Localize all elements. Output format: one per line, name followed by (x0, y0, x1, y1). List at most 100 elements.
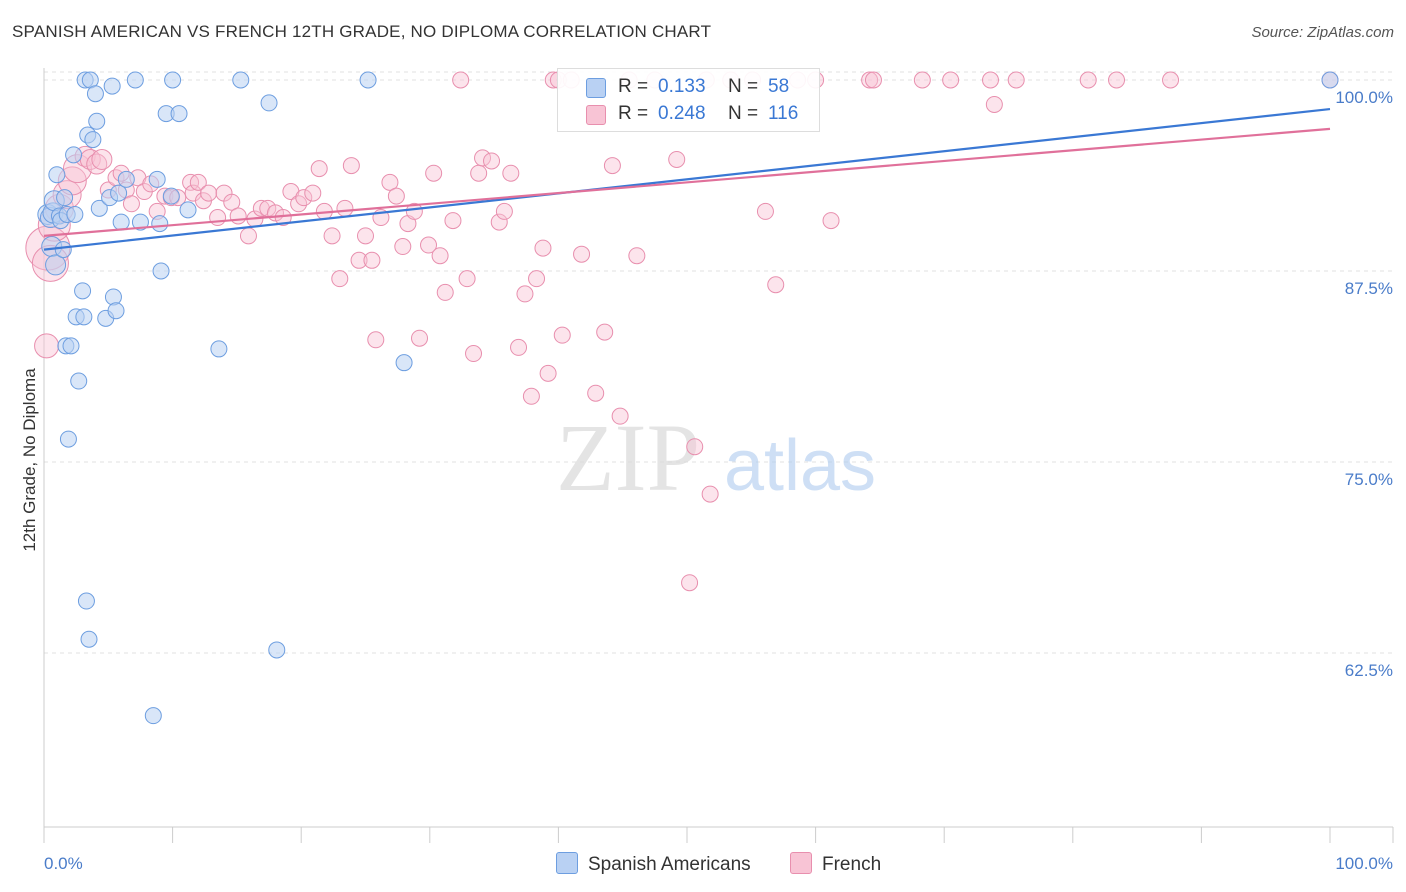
spanish-americans-point (104, 288, 122, 306)
spanish-americans-point (162, 187, 180, 205)
french-point (310, 160, 328, 178)
french-point (425, 164, 443, 182)
spanish-americans-point (48, 166, 66, 184)
french-point (981, 71, 999, 89)
spanish-americans-point (268, 641, 286, 659)
watermark-zip: ZIP (556, 404, 700, 511)
spanish-americans-point (74, 282, 92, 300)
french-point (587, 384, 605, 402)
spanish-americans-point (88, 112, 106, 130)
spanish-americans-point (131, 213, 149, 231)
legend-n-label: N = (728, 76, 759, 97)
french-point (420, 236, 438, 254)
legend-item-french[interactable]: French (790, 852, 881, 876)
french-point (942, 71, 960, 89)
spanish-americans-point (395, 354, 413, 372)
legend-item-spanish-americans[interactable]: Spanish Americans (556, 852, 751, 876)
spanish-americans-point (90, 199, 108, 217)
french-point (668, 150, 686, 168)
french-point (516, 285, 534, 303)
french-point (861, 71, 879, 89)
french-point (331, 270, 349, 288)
french-point (913, 71, 931, 89)
spanish-americans-point (179, 201, 197, 219)
french-point (522, 387, 540, 405)
french-point (295, 189, 313, 207)
spanish-americans-point (359, 71, 377, 89)
y-tick-label: 75.0% (1345, 470, 1393, 489)
french-point (223, 193, 241, 211)
french-point (122, 195, 140, 213)
french-point (323, 227, 341, 245)
legend-label: French (822, 854, 882, 875)
french-point (495, 202, 513, 220)
spanish-americans-point (75, 308, 93, 326)
spanish-americans-point (84, 131, 102, 149)
spanish-americans-point (112, 213, 130, 231)
spanish-americans-point (77, 592, 95, 610)
french-point (474, 149, 492, 167)
spanish-americans-point (62, 337, 80, 355)
french-point (229, 207, 247, 225)
french-point (394, 238, 412, 256)
spanish-americans-point (144, 707, 162, 725)
french-point (483, 152, 501, 170)
french-point (452, 71, 470, 89)
french-point (458, 270, 476, 288)
french-point (357, 227, 374, 245)
french-point (465, 345, 483, 363)
y-tick-label: 62.5% (1345, 661, 1393, 680)
axes: 100.0% 87.5% 75.0% 62.5% 0.0% 100.0% (43, 68, 1394, 873)
legend-swatch-pink (586, 105, 606, 125)
grid-lines (44, 71, 1393, 654)
spanish-americans-point (152, 262, 170, 280)
legend-swatch-pink (790, 852, 812, 874)
french-point (510, 338, 528, 356)
trend-lines (43, 107, 1331, 251)
french-point (767, 276, 785, 294)
french-point (470, 164, 488, 182)
legend-swatch-blue (586, 78, 606, 98)
legend-r-value: 0.133 (658, 76, 706, 97)
french-point (189, 173, 207, 191)
french-point (539, 364, 557, 382)
french-point (701, 485, 719, 503)
french-point (239, 227, 257, 245)
french-point (304, 184, 322, 202)
legend-r-value: 0.248 (658, 103, 706, 124)
spanish-americans-point (65, 146, 83, 164)
legend-r-label: R = (618, 76, 649, 97)
french-point (822, 212, 840, 230)
spanish-americans-point (126, 71, 144, 89)
spanish-americans-point (151, 215, 169, 233)
french-point (502, 164, 520, 182)
french-point (1162, 71, 1180, 89)
legend-row-french: R = 0.248 N = 116 (558, 100, 819, 128)
french-point (985, 95, 1003, 113)
french-point (756, 202, 774, 220)
y-axis-label: 12th Grade, No Diploma (20, 368, 39, 552)
french-point (342, 157, 360, 175)
french-point (336, 199, 354, 217)
french-point (387, 187, 405, 205)
french-point (681, 574, 699, 592)
chart-source: Source: ZipAtlas.com (1251, 24, 1394, 41)
spanish-americans-point (1321, 71, 1339, 89)
french-point (1079, 71, 1097, 89)
legend-n-value: 116 (768, 103, 799, 124)
spanish-americans-point (80, 630, 98, 648)
french-point (209, 209, 227, 227)
x-tick-label: 0.0% (44, 854, 83, 873)
legend-n-label: N = (728, 103, 759, 124)
spanish-americans-point (210, 340, 228, 358)
spanish-americans-point (45, 254, 67, 276)
legend-swatch-blue (556, 852, 578, 874)
french-point (34, 333, 60, 359)
french-point (628, 247, 646, 265)
french-point (596, 323, 614, 341)
french-trend-line (43, 127, 1331, 237)
french-point (91, 148, 113, 170)
x-tick-label: 100.0% (1335, 854, 1393, 873)
spanish-americans-point (170, 105, 188, 123)
